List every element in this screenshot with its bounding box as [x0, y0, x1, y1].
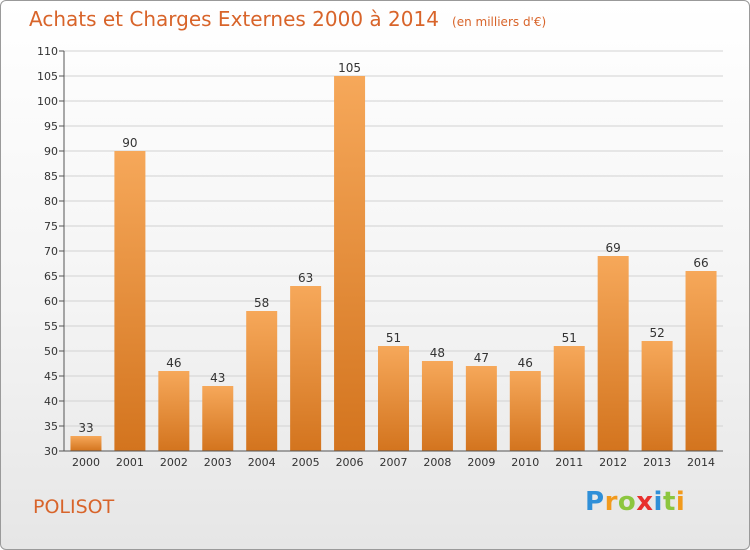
y-tick-label: 55	[44, 320, 58, 333]
logo-letter: r	[604, 487, 618, 517]
proxiti-logo: Proxiti	[585, 487, 685, 517]
logo-letter: i	[675, 487, 686, 517]
bar	[158, 371, 190, 451]
y-tick-label: 85	[44, 170, 58, 183]
y-tick-label: 50	[44, 345, 58, 358]
bar-value-label: 43	[210, 371, 225, 385]
x-tick-label: 2001	[116, 456, 144, 469]
bar-value-label: 90	[122, 136, 137, 150]
bars	[70, 76, 717, 451]
unit-note: (en milliers d'€)	[452, 15, 547, 29]
bar-value-label: 51	[562, 331, 577, 345]
bar-value-label: 105	[338, 61, 361, 75]
bar-value-label: 33	[78, 421, 93, 435]
labels: 30 35 40 45 50 55 60 65 70 75 80 85 90 95 100 105 110 33 2…	[37, 45, 715, 469]
bar	[597, 256, 629, 451]
x-tick-label: 2000	[72, 456, 100, 469]
x-tick-label: 2003	[204, 456, 232, 469]
bar	[641, 341, 673, 451]
bar	[509, 371, 541, 451]
bar-value-label: 69	[606, 241, 621, 255]
chart-header: Achats et Charges Externes 2000 à 2014 (…	[29, 7, 546, 31]
bar-value-label: 51	[386, 331, 401, 345]
x-tick-label: 2006	[336, 456, 364, 469]
x-tick-label: 2007	[380, 456, 408, 469]
bar	[465, 366, 497, 451]
bar	[246, 311, 278, 451]
x-tick-label: 2012	[599, 456, 627, 469]
y-tick-label: 95	[44, 120, 58, 133]
bar	[421, 361, 453, 451]
logo-letter: t	[662, 487, 676, 517]
logo-letter: i	[653, 487, 663, 517]
logo-letter: x	[636, 487, 654, 517]
bar-value-label: 48	[430, 346, 445, 360]
bar	[114, 151, 146, 451]
y-tick-label: 105	[37, 70, 58, 83]
x-tick-label: 2009	[467, 456, 495, 469]
x-tick-label: 2008	[423, 456, 451, 469]
y-tick-label: 65	[44, 270, 58, 283]
y-tick-label: 35	[44, 420, 58, 433]
y-tick-label: 100	[37, 95, 58, 108]
bar-value-label: 66	[693, 256, 708, 270]
logo-letter: P	[585, 487, 605, 517]
x-tick-label: 2002	[160, 456, 188, 469]
y-tick-label: 90	[44, 145, 58, 158]
y-tick-label: 70	[44, 245, 58, 258]
bar-value-label: 63	[298, 271, 313, 285]
bar	[378, 346, 409, 451]
x-tick-label: 2011	[555, 456, 583, 469]
bar-value-label: 46	[518, 356, 533, 370]
bar	[70, 436, 102, 451]
bar	[202, 386, 234, 451]
bar	[553, 346, 585, 451]
y-tick-label: 40	[44, 395, 58, 408]
x-tick-label: 2013	[643, 456, 671, 469]
bar	[334, 76, 366, 451]
x-tick-label: 2014	[687, 456, 715, 469]
bar-value-label: 46	[166, 356, 181, 370]
y-tick-label: 110	[37, 45, 58, 58]
bar	[290, 286, 322, 451]
logo-letter: o	[617, 487, 637, 517]
bar-value-label: 52	[649, 326, 664, 340]
chart-title: Achats et Charges Externes 2000 à 2014	[29, 7, 439, 31]
x-tick-label: 2010	[511, 456, 539, 469]
y-tick-label: 30	[44, 445, 58, 458]
bar-value-label: 58	[254, 296, 269, 310]
x-tick-label: 2005	[292, 456, 320, 469]
bar-value-label: 47	[474, 351, 489, 365]
y-tick-label: 45	[44, 370, 58, 383]
y-tick-label: 60	[44, 295, 58, 308]
x-tick-label: 2004	[248, 456, 276, 469]
y-tick-label: 80	[44, 195, 58, 208]
axes	[59, 50, 723, 452]
town-name: POLISOT	[33, 496, 115, 518]
bar	[685, 271, 717, 451]
y-tick-label: 75	[44, 220, 58, 233]
